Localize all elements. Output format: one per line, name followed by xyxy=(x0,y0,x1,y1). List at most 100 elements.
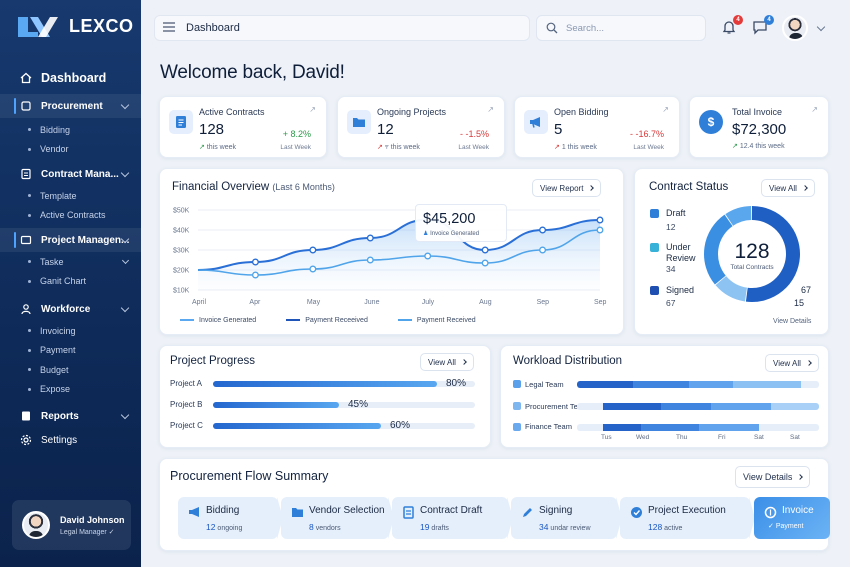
view-details-button[interactable]: View Details xyxy=(735,466,811,488)
view-all-projects-button[interactable]: View All xyxy=(420,353,474,371)
data-point[interactable] xyxy=(596,226,604,234)
search-placeholder: Search... xyxy=(566,22,605,34)
kpi-card-active-contracts[interactable]: Active Contracts 128 ↗ this week + 8.2% … xyxy=(159,96,327,158)
sidebar-item-procurement[interactable]: Procurement xyxy=(0,94,141,118)
donut-segment[interactable] xyxy=(745,206,800,302)
megaphone-icon xyxy=(524,110,548,134)
x-tick-label: April xyxy=(192,299,206,306)
data-point[interactable] xyxy=(481,246,489,254)
sidebar-item-vendor[interactable]: Vendor xyxy=(0,140,141,160)
user-profile-card[interactable]: David Johnson Legal Manager ✓ xyxy=(12,500,131,550)
sidebar-item-tasks[interactable]: Taske xyxy=(0,252,141,272)
flow-step-signing[interactable]: Signing 34 undar review xyxy=(511,497,617,539)
procurement-team-swatch xyxy=(513,402,521,410)
sidebar-item-dashboard[interactable]: Dashboard xyxy=(0,66,141,90)
data-point[interactable] xyxy=(366,256,374,264)
chevron-down-icon[interactable] xyxy=(816,22,826,32)
header-avatar[interactable] xyxy=(782,15,808,41)
card-title-text: Financial Overview xyxy=(172,181,270,193)
flow-step-bidding[interactable]: Bidding 12 ongoing xyxy=(178,497,278,539)
welcome-heading: Welcome back, David! xyxy=(160,62,345,83)
donut-segment[interactable] xyxy=(715,275,748,302)
sidebar-item-project-management[interactable]: Project Managen... xyxy=(0,228,141,252)
sidebar-item-settings[interactable]: Settings xyxy=(0,428,141,452)
trend-up-icon: ↗ xyxy=(199,144,205,151)
status-count: 34 xyxy=(666,264,676,274)
sidebar-item-expense[interactable]: Expose xyxy=(0,380,141,400)
project-progress-label: Project B xyxy=(170,400,203,409)
kpi-card-total-invoice[interactable]: $ Total Invoice $72,300 ↗ 12.4 this week… xyxy=(689,96,829,158)
sidebar-item-invoicing[interactable]: Invoicing xyxy=(0,321,141,341)
sidebar-item-reports[interactable]: Reports xyxy=(0,404,141,428)
draft-checkbox[interactable] xyxy=(650,209,659,218)
donut-segment[interactable] xyxy=(704,214,733,285)
sidebar-item-template[interactable]: Template xyxy=(0,186,141,206)
check-icon: ✓ xyxy=(768,523,776,530)
people-icon: ♟ xyxy=(423,231,429,237)
expand-icon[interactable]: ↗ xyxy=(487,105,494,114)
signed-checkbox[interactable] xyxy=(650,286,659,295)
search-input[interactable]: Search... xyxy=(536,15,706,41)
sidebar-item-label: Ganit Chart xyxy=(40,276,87,287)
button-label: View Report xyxy=(540,183,584,193)
view-report-button[interactable]: View Report xyxy=(532,179,602,197)
data-point[interactable] xyxy=(366,234,374,242)
donut-segment[interactable] xyxy=(725,206,752,226)
messages-icon[interactable]: 4 xyxy=(752,15,774,37)
under-review-checkbox[interactable] xyxy=(650,243,659,252)
sidebar-item-gantt-chart[interactable]: Ganit Chart xyxy=(0,272,141,292)
flow-arrow xyxy=(749,497,755,539)
sidebar-item-bidding[interactable]: Bidding xyxy=(0,120,141,140)
day-label: Tus xyxy=(601,434,612,441)
expand-icon[interactable]: ↗ xyxy=(811,105,818,114)
donut-value-label: 67 xyxy=(801,285,812,295)
flow-step-vendor-selection[interactable]: Vendor Selection 8 vendors xyxy=(281,497,389,539)
data-point[interactable] xyxy=(251,258,259,266)
progress-bar-fill xyxy=(213,423,381,429)
reports-icon xyxy=(20,410,32,422)
sidebar-item-budget[interactable]: Budget xyxy=(0,360,141,380)
kpi-period: Last Week xyxy=(633,144,664,151)
data-point[interactable] xyxy=(424,252,432,260)
view-details-link[interactable]: View Details xyxy=(773,318,812,325)
brand-logo[interactable]: LEXCO xyxy=(16,13,134,39)
data-point[interactable] xyxy=(251,271,259,279)
sidebar-item-label: Procurement xyxy=(41,100,103,112)
chart-tooltip: $45,200 ♟ Invoice Generated xyxy=(415,204,507,242)
menu-icon[interactable] xyxy=(163,21,175,35)
data-point[interactable] xyxy=(539,226,547,234)
view-all-workload-button[interactable]: View All xyxy=(765,354,819,372)
data-point[interactable] xyxy=(539,246,547,254)
x-tick-label: July xyxy=(422,299,435,306)
expand-icon[interactable]: ↗ xyxy=(662,105,669,114)
kpi-value: $72,300 xyxy=(732,121,787,138)
sidebar-item-active-contracts[interactable]: Active Contracts xyxy=(0,206,141,226)
notification-bell-icon[interactable]: 4 xyxy=(721,15,743,37)
sidebar-nav: Dashboard Procurement Bidding Vendor Con… xyxy=(0,66,141,452)
data-point[interactable] xyxy=(481,259,489,267)
expand-icon[interactable]: ↗ xyxy=(309,105,316,114)
kpi-card-ongoing-projects[interactable]: Ongoing Projects 12 ↗ ⫧ this week - -1.5… xyxy=(337,96,505,158)
flow-step-contract-draft[interactable]: Contract Draft 19 drafts xyxy=(392,497,508,539)
status-under-review: Under Review 34 xyxy=(666,242,706,275)
sidebar-item-workforce[interactable]: Workforce xyxy=(0,297,141,321)
data-point[interactable] xyxy=(596,216,604,224)
verified-icon: ✓ xyxy=(108,528,115,536)
flow-step-invoice[interactable]: Invoice ✓ Payment xyxy=(754,497,830,539)
data-point[interactable] xyxy=(309,265,317,273)
card-subtitle: (Last 6 Months) xyxy=(272,182,335,192)
kpi-card-open-bidding[interactable]: Open Bidding 5 ↗ 1 this week - -16.7% La… xyxy=(514,96,680,158)
sidebar-item-contract-management[interactable]: Contract Mana... xyxy=(0,162,141,186)
chevron-right-icon xyxy=(797,474,804,480)
status-draft: Draft 12 xyxy=(666,208,686,232)
y-tick-label: $10K xyxy=(173,288,190,295)
data-point[interactable] xyxy=(309,246,317,254)
sidebar-item-label: Budget xyxy=(40,364,69,375)
sidebar-item-payment[interactable]: Payment xyxy=(0,341,141,361)
page-title-bar: Dashboard xyxy=(154,15,530,41)
flow-step-project-execution[interactable]: Project Execution 128 active xyxy=(620,497,750,539)
view-all-contracts-button[interactable]: View All xyxy=(761,179,815,197)
workload-bar xyxy=(577,424,819,431)
x-tick-label: Apr xyxy=(249,299,261,306)
legend-item: Invoice Generated xyxy=(180,317,256,324)
